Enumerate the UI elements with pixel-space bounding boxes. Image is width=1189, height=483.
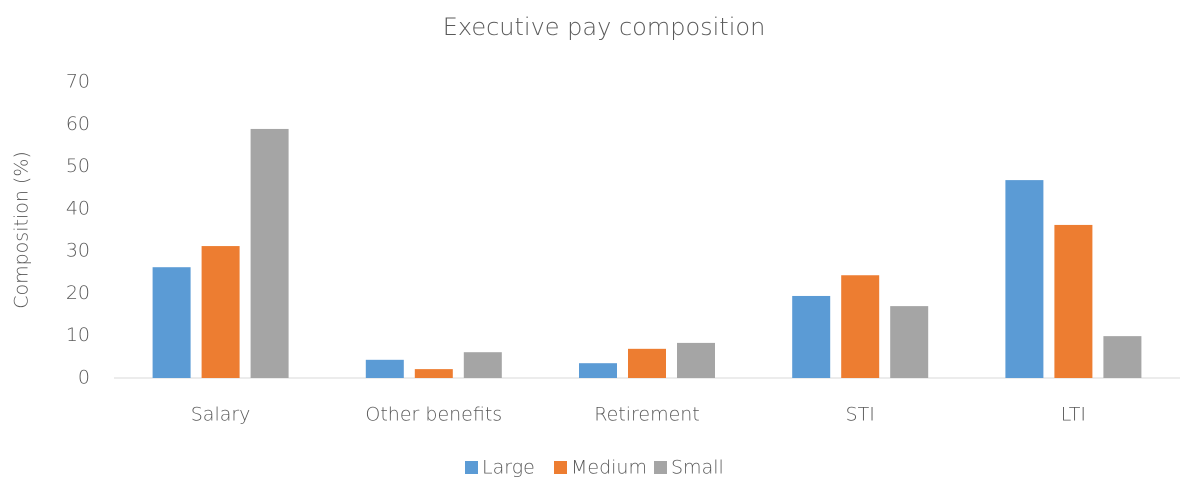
chart-title: Executive pay composition — [443, 13, 766, 41]
y-tick-label: 10 — [66, 324, 90, 346]
legend-swatch — [554, 461, 567, 474]
bar — [1005, 180, 1044, 378]
bar — [792, 295, 831, 378]
bar — [1103, 336, 1142, 378]
bar — [890, 306, 929, 378]
bar — [250, 128, 289, 378]
bar — [414, 369, 453, 378]
bar — [628, 348, 666, 378]
bar — [677, 342, 715, 378]
bar — [1054, 224, 1093, 378]
legend-label: Large — [482, 457, 535, 479]
y-tick-label: 0 — [78, 367, 90, 389]
legend-label: Small — [671, 457, 724, 479]
y-tick-label: 70 — [66, 71, 90, 93]
x-tick-label: Retirement — [594, 404, 700, 426]
bar — [365, 359, 404, 378]
y-tick-label: 60 — [66, 113, 90, 135]
x-tick-label: STI — [846, 404, 875, 426]
x-tick-label: Other benefits — [365, 404, 502, 426]
y-axis-label: Composition (%) — [11, 151, 33, 309]
legend-swatch — [654, 461, 667, 474]
x-tick-label: LTI — [1061, 404, 1086, 426]
y-tick-label: 50 — [66, 155, 90, 177]
bar — [201, 246, 240, 378]
bar — [841, 275, 880, 378]
bar — [152, 267, 191, 378]
y-tick-label: 30 — [66, 240, 90, 262]
bar — [463, 352, 502, 378]
y-tick-label: 40 — [66, 197, 90, 219]
y-tick-label: 20 — [66, 282, 90, 304]
bar — [579, 363, 617, 378]
legend-label: Medium — [571, 457, 647, 479]
legend-swatch — [465, 461, 478, 474]
x-tick-label: Salary — [191, 404, 251, 426]
